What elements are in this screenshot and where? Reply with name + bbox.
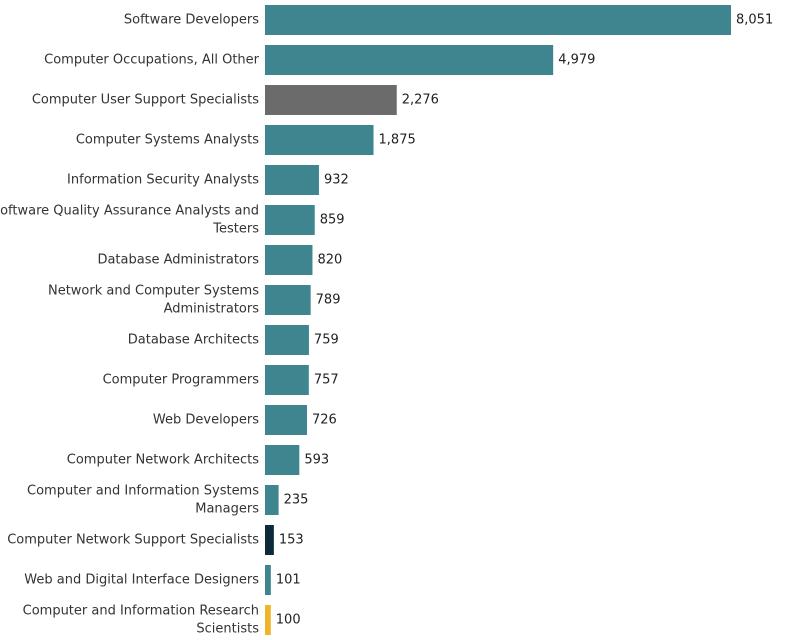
category-label-line: Computer Occupations, All Other xyxy=(44,53,259,68)
category-labels-group: Software Developers Computer Occupations,… xyxy=(0,13,260,637)
bar-computer-network-architects xyxy=(265,445,300,475)
bar-computer-network-support-specialists xyxy=(265,525,274,555)
category-label-database-architects: Database Architects xyxy=(128,333,259,348)
bar-web-and-digital-interface-designers xyxy=(265,565,271,595)
category-label-computer-network-support-specialists: Computer Network Support Specialists xyxy=(7,533,259,548)
category-label-line: Web and Digital Interface Designers xyxy=(24,573,259,588)
value-label-network-and-computer-systems-administrators: 789 xyxy=(316,293,341,308)
bar-database-architects xyxy=(265,325,309,355)
value-label-computer-network-support-specialists: 153 xyxy=(279,533,304,548)
value-label-database-administrators: 820 xyxy=(317,253,342,268)
bar-computer-programmers xyxy=(265,365,309,395)
bar-computer-occupations-all-other xyxy=(265,45,554,75)
value-labels-group: 8,051 4,979 2,276 1,875 932 859 820 789 759 757 72… xyxy=(276,13,773,628)
bars-group xyxy=(265,5,731,635)
category-label-computer-and-information-systems-managers: Computer and Information Systems Managers xyxy=(27,484,259,517)
bar-computer-systems-analysts xyxy=(265,125,374,155)
bar-computer-and-information-research-scientists xyxy=(265,605,271,635)
category-label-software-developers: Software Developers xyxy=(124,13,259,28)
category-label-line: Testers xyxy=(212,222,259,237)
bar-software-quality-assurance-analysts-and-testers xyxy=(265,205,315,235)
category-label-computer-programmers: Computer Programmers xyxy=(103,373,260,388)
value-label-information-security-analysts: 932 xyxy=(324,173,349,188)
category-label-computer-systems-analysts: Computer Systems Analysts xyxy=(76,133,259,148)
category-label-line: Computer and Information Research xyxy=(23,604,259,619)
value-label-software-developers: 8,051 xyxy=(736,13,773,28)
category-label-line: Network and Computer Systems xyxy=(48,284,259,299)
value-label-database-architects: 759 xyxy=(314,333,339,348)
value-label-computer-and-information-systems-managers: 235 xyxy=(284,493,309,508)
category-label-line: Computer Network Architects xyxy=(67,453,259,468)
category-label-line: Software Quality Assurance Analysts and xyxy=(0,204,259,219)
value-label-computer-network-architects: 593 xyxy=(304,453,329,468)
value-label-computer-occupations-all-other: 4,979 xyxy=(558,53,595,68)
category-label-computer-and-information-research-scientists: Computer and Information Research Scienti… xyxy=(23,604,260,637)
value-label-computer-and-information-research-scientists: 100 xyxy=(276,613,301,628)
category-label-network-and-computer-systems-administrators: Network and Computer Systems Administrato… xyxy=(48,284,259,317)
category-label-web-developers: Web Developers xyxy=(153,413,259,428)
bar-database-administrators xyxy=(265,245,313,275)
category-label-line: Computer Systems Analysts xyxy=(76,133,259,148)
category-label-line: Information Security Analysts xyxy=(67,173,259,188)
bar-web-developers xyxy=(265,405,308,435)
category-label-information-security-analysts: Information Security Analysts xyxy=(67,173,259,188)
value-label-software-quality-assurance-analysts-and-testers: 859 xyxy=(320,213,345,228)
category-label-database-administrators: Database Administrators xyxy=(97,253,259,268)
value-label-computer-systems-analysts: 1,875 xyxy=(379,133,416,148)
value-label-computer-programmers: 757 xyxy=(314,373,339,388)
category-label-line: Administrators xyxy=(164,302,260,317)
category-label-line: Computer User Support Specialists xyxy=(32,93,259,108)
category-label-computer-occupations-all-other: Computer Occupations, All Other xyxy=(44,53,259,68)
category-label-line: Computer and Information Systems xyxy=(27,484,259,499)
category-label-line: Software Developers xyxy=(124,13,259,28)
bar-computer-and-information-systems-managers xyxy=(265,485,279,515)
category-label-computer-network-architects: Computer Network Architects xyxy=(67,453,259,468)
category-label-line: Scientists xyxy=(196,622,259,637)
value-label-web-developers: 726 xyxy=(312,413,337,428)
category-label-software-quality-assurance-analysts-and-testers: Software Quality Assurance Analysts and T… xyxy=(0,204,259,237)
bar-information-security-analysts xyxy=(265,165,319,195)
category-label-line: Database Architects xyxy=(128,333,259,348)
category-label-line: Managers xyxy=(195,502,259,517)
bar-network-and-computer-systems-administrators xyxy=(265,285,311,315)
bar-software-developers xyxy=(265,5,731,35)
category-label-line: Web Developers xyxy=(153,413,259,428)
category-label-web-and-digital-interface-designers: Web and Digital Interface Designers xyxy=(24,573,259,588)
category-label-computer-user-support-specialists: Computer User Support Specialists xyxy=(32,93,259,108)
category-label-line: Computer Network Support Specialists xyxy=(7,533,259,548)
bar-computer-user-support-specialists xyxy=(265,85,397,115)
value-label-computer-user-support-specialists: 2,276 xyxy=(402,93,439,108)
value-label-web-and-digital-interface-designers: 101 xyxy=(276,573,301,588)
category-label-line: Computer Programmers xyxy=(103,373,260,388)
category-label-line: Database Administrators xyxy=(97,253,259,268)
